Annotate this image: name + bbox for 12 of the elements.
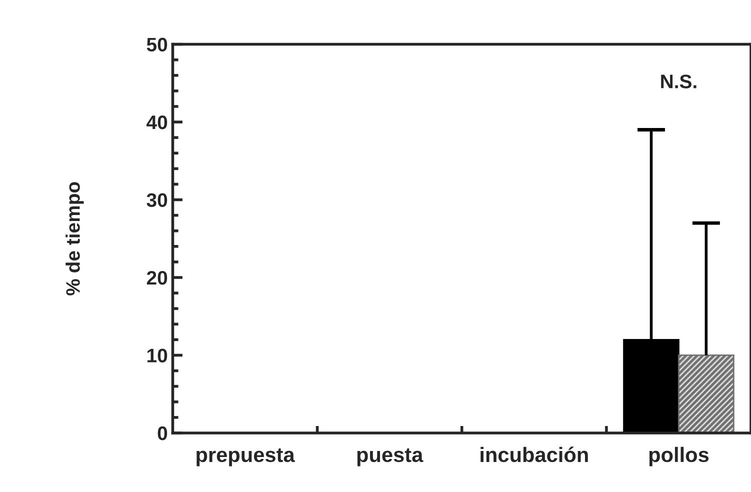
y-tick-label: 30 [146, 193, 168, 208]
y-tick-label: 20 [146, 270, 168, 285]
y-tick-label: 40 [146, 115, 168, 130]
y-axis-title: % de tiempo [66, 182, 84, 296]
annotation: N.S. [661, 74, 696, 88]
x-tick-label: puesta [357, 448, 424, 466]
y-tick-label: 10 [147, 348, 168, 362]
x-tick-label: incubación [480, 446, 588, 462]
x-tick-label: pollos [649, 446, 709, 466]
y-tick-label: 0 [158, 426, 168, 440]
y-tick-label: 50 [146, 38, 168, 52]
x-tick-label: prepuesta [196, 448, 295, 466]
